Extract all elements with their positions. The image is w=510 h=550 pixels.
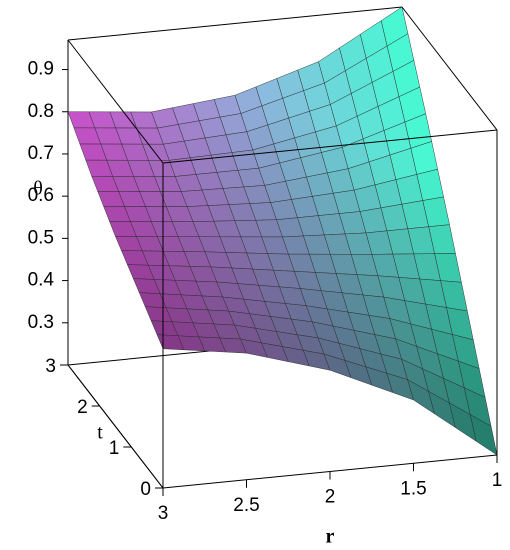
surface-patch [306, 305, 414, 401]
surface-patch [91, 176, 200, 237]
y-tick-label: 2 [77, 397, 88, 418]
surface-facet [407, 379, 435, 414]
x-tick-label: 2 [325, 487, 336, 508]
surface-facet [240, 338, 268, 358]
y-tick-label: 3 [45, 356, 56, 377]
surface-patch [175, 167, 283, 238]
surface-patch [365, 224, 474, 341]
surface-patch [234, 61, 343, 169]
x-axis-label: r [326, 526, 335, 548]
z-tick-label: 0.3 [28, 312, 54, 333]
surface-facet [156, 334, 185, 351]
surface-patch [198, 236, 307, 306]
surface [67, 6, 498, 456]
surface-patch [342, 113, 450, 234]
box-edge [67, 39, 164, 164]
box-edge [67, 6, 403, 41]
surface-patch [115, 236, 223, 298]
surface-patch [222, 296, 331, 371]
z-axis-label: θ [33, 178, 43, 200]
surface-patch [318, 6, 426, 148]
z-tick-label: 0.5 [28, 227, 54, 248]
box-edge [401, 6, 498, 131]
surface-patch [67, 111, 176, 177]
surface-facet [323, 353, 352, 378]
z-tick-label: 0.9 [28, 59, 54, 80]
z-tick-label: 0.4 [28, 270, 55, 291]
y-axis-label: t [97, 422, 103, 444]
z-tick-label: 0.7 [28, 143, 54, 164]
x-tick-label: 1 [492, 470, 503, 491]
surface-patch [282, 232, 390, 319]
x-tick-label: 3 [158, 503, 169, 524]
box-edge [67, 364, 164, 489]
z-tick-label: 0.8 [28, 101, 54, 122]
x-tick-label: 1.5 [400, 478, 426, 499]
y-tick-label: 0 [140, 479, 151, 500]
y-tick-label: 1 [109, 438, 120, 459]
z-tick-label: 0.6 [28, 185, 54, 206]
box-edge [162, 129, 498, 164]
surface-patch [389, 318, 498, 456]
x-tick-label: 2.5 [233, 495, 259, 516]
surface-patch [258, 147, 367, 238]
surface-patch [139, 292, 247, 354]
